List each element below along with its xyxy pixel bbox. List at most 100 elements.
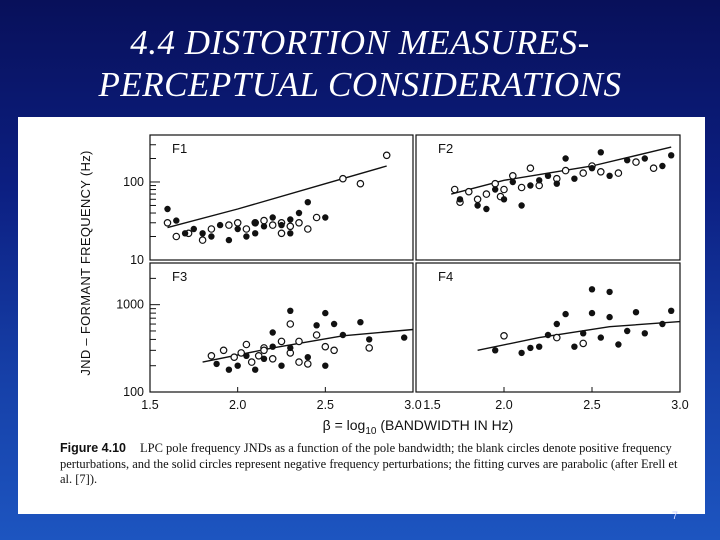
open-point bbox=[172, 232, 181, 241]
figure-caption: Figure 4.10 LPC pole frequency JNDs as a … bbox=[60, 441, 680, 488]
solid-point bbox=[536, 177, 543, 184]
open-point bbox=[500, 332, 508, 340]
solid-point bbox=[322, 214, 329, 221]
panel-label: F2 bbox=[438, 141, 453, 156]
solid-point bbox=[544, 172, 552, 179]
open-point bbox=[579, 339, 588, 348]
solid-point bbox=[287, 344, 294, 352]
open-point bbox=[303, 360, 312, 368]
slide-title-line2: PERCEPTUAL CONSIDERATIONS bbox=[98, 65, 622, 104]
solid-point bbox=[580, 330, 587, 337]
solid-point bbox=[225, 236, 233, 244]
solid-point bbox=[553, 320, 560, 328]
solid-point bbox=[216, 221, 224, 229]
open-point bbox=[508, 171, 517, 180]
solid-point bbox=[668, 152, 675, 159]
open-point bbox=[321, 342, 330, 351]
solid-point bbox=[606, 172, 613, 179]
solid-point bbox=[518, 349, 525, 357]
solid-point bbox=[295, 209, 303, 217]
solid-point bbox=[641, 330, 648, 337]
open-point bbox=[295, 358, 303, 366]
panel-label: F1 bbox=[172, 141, 187, 156]
x-tick-label: 3.0 bbox=[404, 398, 421, 412]
open-point bbox=[517, 183, 526, 192]
x-axis-group: 1.5 2.0 2.5 3.0 2.0 2.5 3.01.5β = log10 (BANDW… bbox=[141, 398, 688, 437]
solid-point bbox=[553, 180, 560, 187]
solid-point bbox=[632, 309, 640, 316]
open-point bbox=[382, 151, 391, 160]
x-axis-label: β = log10 (BANDWIDTH IN Hz) bbox=[323, 417, 514, 437]
figure-caption-text: LPC pole frequency JNDs as a function of… bbox=[60, 441, 678, 486]
open-point bbox=[526, 164, 535, 173]
open-point bbox=[268, 221, 277, 229]
open-point bbox=[482, 190, 491, 198]
x-tick-label: 2.5 bbox=[317, 398, 334, 412]
panel-frame bbox=[149, 262, 414, 393]
solid-point bbox=[483, 205, 490, 213]
open-point bbox=[473, 195, 482, 204]
open-point bbox=[561, 166, 570, 175]
open-point bbox=[312, 331, 321, 339]
y-tick-label: 100 bbox=[123, 385, 144, 399]
slide-number: 7 bbox=[671, 510, 678, 522]
solid-point bbox=[571, 343, 578, 350]
solid-point bbox=[243, 233, 250, 240]
panel-f2: F2 bbox=[415, 134, 681, 261]
solid-point bbox=[624, 327, 631, 335]
open-point bbox=[356, 179, 365, 188]
solid-point bbox=[278, 221, 285, 229]
solid-point bbox=[339, 331, 347, 339]
solid-point bbox=[304, 354, 311, 361]
open-point bbox=[242, 340, 251, 349]
panel-label: F3 bbox=[172, 269, 187, 284]
open-point bbox=[579, 169, 588, 177]
open-point bbox=[339, 174, 347, 183]
solid-point bbox=[597, 149, 604, 156]
solid-point bbox=[252, 230, 259, 237]
open-point bbox=[295, 219, 303, 227]
slide-title-line1: 4.4 DISTORTION MEASURES- bbox=[130, 23, 590, 62]
open-point bbox=[491, 179, 500, 188]
solid-point bbox=[313, 322, 320, 329]
open-point bbox=[237, 349, 246, 357]
y-tick-label: 1000 bbox=[116, 298, 144, 312]
solid-point bbox=[518, 202, 525, 209]
y-axis-label: JND – FORMANT FREQUENCY (Hz) bbox=[78, 150, 93, 375]
open-point bbox=[233, 219, 242, 227]
open-point bbox=[596, 167, 605, 176]
fit-curve bbox=[477, 320, 681, 351]
solid-point bbox=[243, 352, 250, 359]
solid-point bbox=[474, 202, 481, 209]
solid-point bbox=[544, 331, 552, 339]
solid-point bbox=[278, 362, 285, 369]
solid-point bbox=[173, 217, 180, 224]
x-tick-label: 3.0 bbox=[671, 398, 688, 412]
solid-point bbox=[456, 196, 464, 203]
fit-curve bbox=[451, 146, 672, 195]
solid-point bbox=[562, 155, 569, 162]
open-point bbox=[268, 355, 277, 363]
solid-point bbox=[181, 230, 189, 237]
solid-point bbox=[208, 233, 215, 240]
solid-point bbox=[234, 362, 241, 369]
solid-point bbox=[527, 344, 534, 352]
solid-point bbox=[597, 334, 604, 341]
solid-point bbox=[269, 214, 276, 221]
solid-point bbox=[659, 320, 666, 328]
figure-caption-label: Figure 4.10 bbox=[60, 441, 126, 455]
solid-point bbox=[401, 334, 408, 341]
open-point bbox=[286, 222, 295, 231]
solid-point bbox=[492, 186, 499, 193]
solid-point bbox=[190, 225, 197, 233]
x-tick-label: 2.0 bbox=[229, 398, 246, 412]
panel-f3: 1000 100 F3 bbox=[116, 262, 414, 399]
solid-point bbox=[500, 196, 508, 203]
open-point bbox=[260, 346, 268, 355]
solid-point bbox=[606, 288, 613, 296]
open-point bbox=[303, 225, 312, 233]
open-point bbox=[277, 229, 286, 238]
solid-point bbox=[269, 343, 276, 350]
open-point bbox=[242, 225, 251, 233]
